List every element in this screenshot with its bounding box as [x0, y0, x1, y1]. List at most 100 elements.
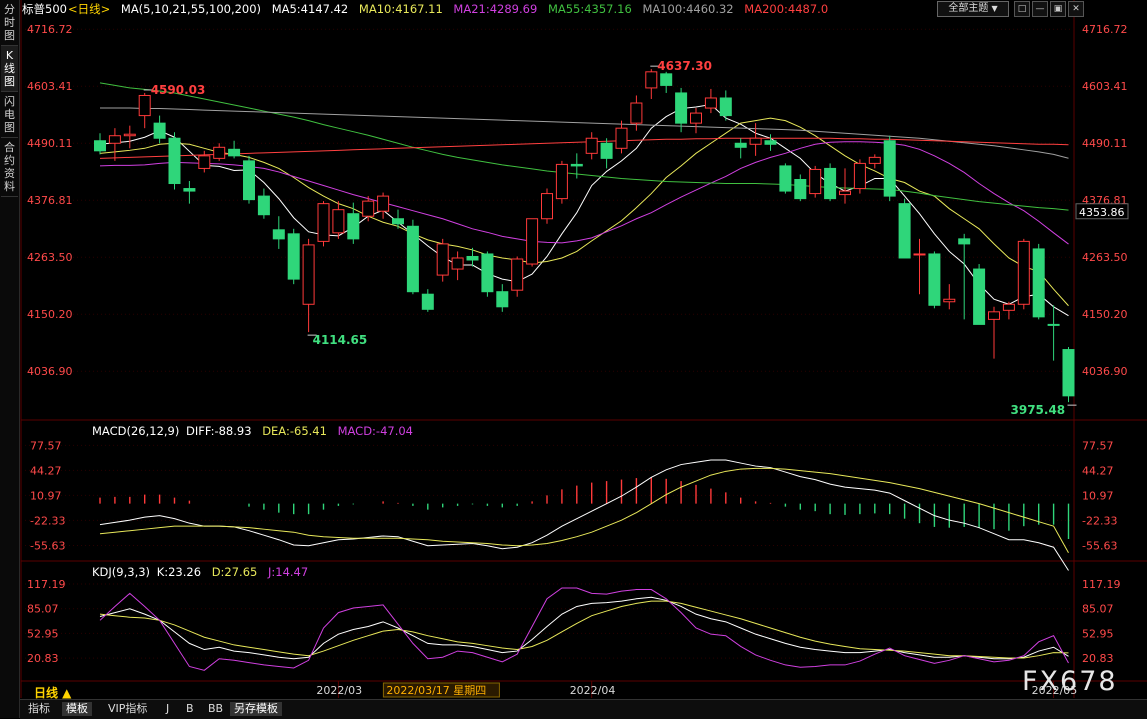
kdj-tick-left: 85.07 [27, 603, 59, 616]
ma-line-ma55 [99, 82, 1069, 211]
kdj-d: D:27.65 [211, 565, 258, 579]
candle-body [898, 203, 911, 259]
candle-body [228, 148, 241, 157]
candle-body [1017, 240, 1030, 305]
candle [272, 216, 285, 249]
candle [511, 256, 524, 297]
candle-body [1062, 349, 1075, 397]
price-tick-right: 4490.11 [1082, 137, 1128, 150]
macd-diff-line [99, 459, 1069, 571]
ma-title: MA(5,10,21,55,100,200) [120, 2, 262, 16]
macd-tick-left: 44.27 [30, 464, 62, 477]
candle-body [466, 255, 479, 261]
tab-flash[interactable]: 闪电图 [1, 92, 18, 138]
candle-body [436, 243, 449, 276]
maximize-icon[interactable]: ▣ [1050, 1, 1066, 17]
period-tag[interactable]: <日线> [67, 2, 111, 16]
candle [541, 188, 553, 224]
period-selector[interactable]: 日线 ▲ [34, 686, 72, 700]
candle [421, 289, 434, 312]
bottom-tab-vip[interactable]: VIP指标 [108, 702, 148, 715]
kdj-d-line [99, 600, 1069, 659]
restore-icon[interactable]: □ [1014, 1, 1030, 17]
bottom-tab-b[interactable]: B [186, 702, 194, 715]
tab-contract-info[interactable]: 合约资料 [1, 138, 18, 197]
tab-kline[interactable]: K线图 [1, 46, 18, 92]
candle-body [1032, 248, 1045, 318]
theme-dropdown[interactable]: 全部主题 ▼ [937, 1, 1009, 17]
candle-body [645, 71, 658, 89]
close-icon[interactable]: ✕ [1068, 1, 1084, 17]
macd-dea: DEA:-65.41 [262, 424, 327, 438]
price-tick-right: 4603.41 [1082, 80, 1128, 93]
candle [332, 201, 345, 239]
annotation-label: 3975.48 [1011, 403, 1066, 417]
bottom-tab-j[interactable]: J [166, 702, 170, 715]
candle [824, 163, 837, 202]
price-tick-left: 4603.41 [27, 80, 73, 93]
candle [645, 69, 658, 99]
candle [1017, 238, 1030, 310]
candle-body [123, 133, 136, 137]
candle [794, 174, 807, 202]
candle-body [570, 163, 583, 167]
macd-tick-left: -22.33 [30, 514, 65, 527]
kdj-title: KDJ(9,3,3) [92, 565, 151, 579]
candle-body [630, 102, 643, 124]
candle-body [913, 253, 926, 256]
candle-body [615, 127, 628, 149]
candle [1062, 347, 1075, 403]
candle [839, 168, 851, 204]
crosshair-date-label: 2022/03/17 星期四 [386, 684, 486, 697]
tab-timeshare[interactable]: 分时图 [1, 0, 18, 46]
candle-body [332, 209, 345, 234]
bottom-tab-save-template[interactable]: 另存模板 [230, 702, 282, 716]
macd-value: MACD:-47.04 [337, 424, 413, 438]
candle [630, 95, 643, 131]
candle [94, 133, 106, 155]
macd-tick-right: -55.63 [1082, 539, 1117, 552]
candle [928, 251, 941, 309]
x-date-label: 2022/03 [316, 684, 362, 697]
candle-body [377, 195, 390, 212]
bottom-tab-indicator[interactable]: 指标 [28, 702, 50, 715]
candle-body [600, 142, 613, 159]
price-tick-left: 4036.90 [27, 365, 73, 378]
candle [436, 238, 449, 282]
x-date-label: 2022/05 [1032, 684, 1078, 697]
macd-tick-left: 77.57 [30, 439, 62, 452]
ma21-value: MA21:4289.69 [453, 2, 538, 16]
macd-dea-line [99, 467, 1069, 554]
candle [168, 132, 181, 190]
kdj-tick-left: 20.83 [27, 652, 59, 665]
kdj-tick-right: 52.95 [1082, 627, 1114, 640]
bottom-tab-bb[interactable]: BB [208, 702, 224, 715]
candle-body [451, 257, 464, 270]
candle [973, 264, 986, 325]
candle [555, 160, 568, 204]
candle-body [779, 165, 792, 192]
candle-body [809, 168, 822, 195]
macd-tick-right: 44.27 [1082, 464, 1114, 477]
price-tick-left: 4263.50 [27, 251, 73, 264]
candle-body [213, 146, 226, 159]
candle-body [883, 140, 896, 197]
sidebar: 分时图 K线图 闪电图 合约资料 [0, 0, 20, 718]
candle-body [764, 140, 777, 145]
theme-label: 全部主题 [948, 3, 989, 14]
annotation-label: 4114.65 [313, 333, 368, 347]
candle [347, 202, 360, 244]
minimize-icon[interactable]: — [1032, 1, 1048, 17]
candle-body [541, 193, 553, 220]
candle-body [704, 97, 717, 109]
candle-body [675, 92, 688, 124]
candle-body [943, 298, 956, 303]
candle [302, 238, 315, 333]
annotation-label: 4590.03 [151, 83, 206, 97]
current-price-label: 4353.86 [1079, 206, 1125, 219]
candle [496, 284, 509, 312]
bottom-tab-template[interactable]: 模板 [62, 702, 92, 716]
candle [853, 159, 866, 194]
candle [719, 90, 732, 121]
